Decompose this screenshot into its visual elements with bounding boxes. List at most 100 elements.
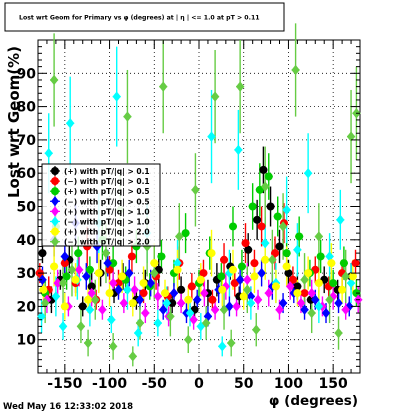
data-point (282, 204, 291, 216)
data-point (271, 282, 280, 291)
data-point (51, 291, 61, 302)
data-point (60, 259, 69, 268)
data-point (39, 285, 48, 294)
data-point (235, 81, 245, 92)
data-point (336, 214, 345, 226)
data-point (85, 304, 95, 315)
data-point (108, 277, 118, 289)
data-point (175, 231, 184, 242)
legend-marker (51, 236, 59, 247)
x-tick-label: 50 (234, 376, 254, 392)
data-point (246, 297, 256, 309)
y-tick-label: 20 (17, 299, 37, 315)
data-point (161, 289, 170, 298)
data-point (150, 259, 159, 268)
legend-label: (+) with pT/|q| > 0.1 (64, 167, 150, 177)
data-point (253, 215, 262, 224)
data-point (321, 307, 331, 319)
data-point (307, 307, 316, 319)
data-point (38, 249, 47, 258)
data-point (284, 269, 293, 278)
data-point (253, 294, 263, 305)
y-tick-label: 10 (17, 333, 37, 349)
data-point (76, 321, 86, 332)
data-point (232, 301, 241, 312)
data-point (38, 274, 47, 285)
data-point (341, 304, 350, 315)
data-point (286, 281, 295, 292)
data-point (159, 304, 168, 315)
data-point (311, 294, 320, 305)
y-tick-label: 30 (17, 266, 37, 282)
data-point (193, 294, 202, 305)
data-point (181, 229, 190, 238)
legend-marker (51, 216, 59, 227)
chart-title: Lost wrt Geom for Primary vs φ (degrees)… (19, 15, 260, 23)
data-point (325, 251, 334, 262)
data-point (78, 302, 87, 311)
data-point (42, 294, 52, 305)
data-point (91, 294, 100, 305)
data-point (128, 299, 137, 308)
data-point (314, 279, 323, 288)
y-tick-label: 60 (17, 166, 37, 182)
data-point (84, 295, 93, 304)
data-point (201, 317, 211, 329)
data-point (255, 185, 264, 194)
data-point (98, 304, 107, 315)
data-point (173, 265, 182, 274)
footer-timestamp: Wed May 16 12:33:02 2018 (3, 402, 133, 412)
y-tick-label: 80 (17, 100, 37, 116)
data-point (210, 304, 220, 315)
data-point (166, 311, 175, 322)
data-point (153, 317, 163, 329)
data-point (169, 287, 179, 299)
data-point (237, 262, 246, 271)
legend-label: (−) with pT/|q| > 1.0 (64, 218, 150, 228)
legend-marker (51, 187, 59, 196)
data-point (259, 165, 268, 174)
data-point (184, 295, 193, 304)
legend-label: (+) with pT/|q| > 0.5 (64, 187, 150, 197)
data-point (351, 259, 360, 268)
data-point (273, 212, 282, 221)
data-point (112, 91, 121, 102)
legend-marker (51, 167, 59, 175)
data-point (296, 297, 306, 309)
data-point (252, 324, 261, 335)
data-point (248, 202, 257, 211)
data-point (53, 277, 62, 289)
data-point (327, 259, 336, 268)
data-point (105, 289, 114, 298)
data-point (130, 284, 139, 295)
data-point (334, 327, 343, 339)
data-point (261, 237, 270, 249)
data-point (71, 275, 80, 284)
data-point (264, 287, 273, 299)
data-point (300, 289, 309, 298)
data-point (246, 291, 256, 302)
data-point (329, 279, 338, 288)
legend: (+) with pT/|q| > 0.1(−) with pT/|q| > 0… (50, 166, 150, 248)
data-point (257, 267, 266, 279)
data-point (227, 337, 236, 349)
data-point (334, 297, 343, 309)
data-point (125, 267, 134, 279)
legend-marker (51, 177, 59, 186)
x-tick-label: -100 (92, 376, 127, 392)
data-point (176, 297, 186, 309)
data-point (278, 221, 288, 232)
legend-label: (−) with pT/|q| > 2.0 (64, 238, 150, 248)
y-tick-label: 90 (17, 66, 37, 82)
title-box (4, 2, 285, 32)
data-point (127, 252, 136, 261)
data-point (123, 284, 132, 295)
data-point (184, 334, 193, 345)
data-point (293, 282, 302, 291)
data-point (66, 118, 75, 129)
x-tick-label: 100 (274, 376, 303, 392)
legend-marker (51, 196, 59, 207)
data-point (268, 254, 277, 265)
data-point (74, 264, 84, 275)
x-tick-labels: -150 -100 -50 0 50 100 150 (47, 376, 348, 392)
